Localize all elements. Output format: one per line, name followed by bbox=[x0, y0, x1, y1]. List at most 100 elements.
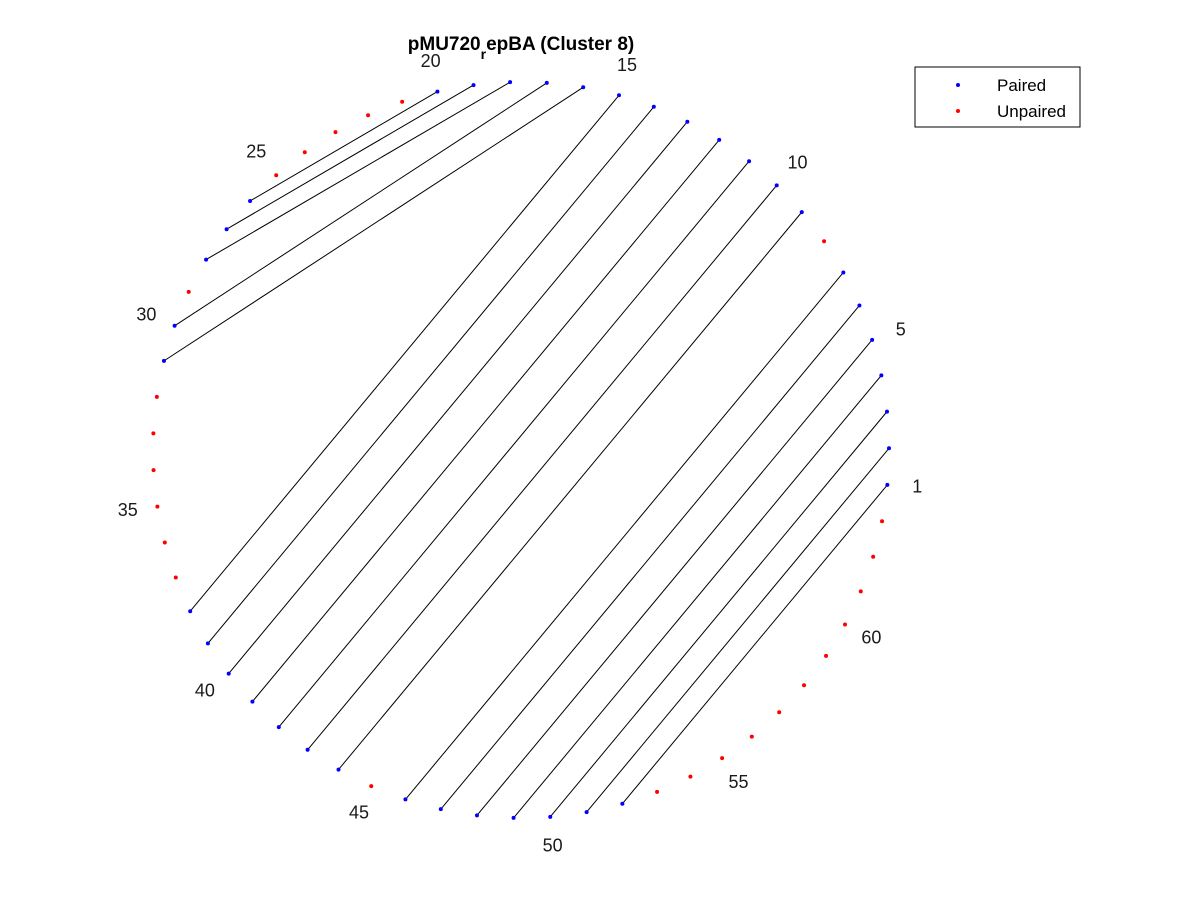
pair-link-16-31 bbox=[163, 86, 584, 362]
paired-point-12 bbox=[717, 137, 722, 142]
unpaired-point-24 bbox=[302, 150, 307, 155]
unpaired-point-61 bbox=[858, 589, 863, 594]
tick-label-55: 55 bbox=[728, 772, 748, 792]
pair-link-5-48 bbox=[476, 339, 873, 816]
pair-link-4-49 bbox=[513, 375, 882, 819]
pair-link-6-47 bbox=[440, 305, 860, 810]
paired-point-4 bbox=[879, 373, 884, 378]
paired-point-38 bbox=[188, 609, 193, 614]
legend-label-unpaired: Unpaired bbox=[997, 102, 1066, 121]
unpaired-point-23 bbox=[333, 130, 338, 135]
paired-point-39 bbox=[205, 641, 210, 646]
unpaired-point-58 bbox=[802, 683, 807, 688]
pair-link-18-28 bbox=[205, 81, 511, 261]
paired-point-28 bbox=[204, 257, 209, 262]
paired-point-41 bbox=[250, 699, 255, 704]
paired-point-17 bbox=[544, 80, 549, 85]
nucleotide-points bbox=[151, 80, 891, 820]
unpaired-point-55 bbox=[720, 756, 725, 761]
legend-marker-paired bbox=[956, 83, 960, 87]
paired-point-5 bbox=[870, 337, 875, 342]
paired-point-30 bbox=[172, 323, 177, 328]
paired-point-47 bbox=[438, 807, 443, 812]
unpaired-point-57 bbox=[777, 710, 782, 715]
unpaired-point-53 bbox=[655, 789, 660, 794]
tick-label-30: 30 bbox=[136, 304, 156, 324]
paired-point-7 bbox=[841, 270, 846, 275]
paired-point-9 bbox=[799, 210, 804, 215]
paired-point-40 bbox=[226, 671, 231, 676]
tick-label-5: 5 bbox=[896, 320, 906, 340]
unpaired-point-29 bbox=[186, 289, 191, 294]
tick-label-40: 40 bbox=[195, 681, 215, 701]
paired-point-51 bbox=[584, 810, 589, 815]
paired-point-15 bbox=[616, 93, 621, 98]
legend: Paired Unpaired bbox=[914, 66, 1081, 128]
paired-point-50 bbox=[548, 814, 553, 819]
unpaired-point-21 bbox=[400, 99, 405, 104]
tick-label-15: 15 bbox=[617, 55, 637, 75]
unpaired-point-63 bbox=[880, 519, 885, 524]
paired-point-2 bbox=[886, 446, 891, 451]
pair-link-7-46 bbox=[405, 272, 844, 800]
tick-label-35: 35 bbox=[118, 500, 138, 520]
unpaired-point-25 bbox=[274, 173, 279, 178]
tick-label-1: 1 bbox=[912, 477, 922, 497]
pair-link-17-30 bbox=[174, 82, 548, 327]
paired-point-3 bbox=[884, 409, 889, 414]
tick-label-45: 45 bbox=[349, 802, 369, 822]
pair-link-14-39 bbox=[207, 106, 655, 644]
paired-point-27 bbox=[224, 227, 229, 232]
tick-label-25: 25 bbox=[246, 142, 266, 162]
paired-point-11 bbox=[747, 159, 752, 164]
pair-link-3-50 bbox=[549, 411, 888, 818]
paired-point-20 bbox=[435, 89, 440, 94]
unpaired-point-56 bbox=[749, 734, 754, 739]
unpaired-point-34 bbox=[151, 468, 156, 473]
pair-link-15-38 bbox=[189, 94, 620, 612]
paired-point-43 bbox=[305, 747, 310, 752]
paired-point-1 bbox=[885, 482, 890, 487]
unpaired-point-33 bbox=[151, 431, 156, 436]
tick-label-10: 10 bbox=[788, 153, 808, 173]
paired-point-48 bbox=[474, 813, 479, 818]
pair-link-2-51 bbox=[586, 447, 890, 813]
paired-point-13 bbox=[685, 119, 690, 124]
chart-title-main: pMU720 bbox=[408, 34, 481, 55]
legend-marker-unpaired bbox=[956, 109, 960, 113]
tick-label-20: 20 bbox=[421, 51, 441, 71]
pair-link-1-52 bbox=[621, 484, 888, 805]
paired-point-52 bbox=[620, 801, 625, 806]
paired-point-49 bbox=[511, 815, 516, 820]
unpaired-point-22 bbox=[366, 113, 371, 118]
unpaired-point-45 bbox=[369, 784, 374, 789]
pair-link-13-40 bbox=[228, 121, 688, 674]
pair-link-10-43 bbox=[307, 185, 778, 751]
paired-point-44 bbox=[336, 767, 341, 772]
unpaired-point-32 bbox=[154, 394, 159, 399]
paired-point-14 bbox=[651, 104, 656, 109]
pair-link-9-44 bbox=[338, 211, 803, 770]
unpaired-point-60 bbox=[843, 622, 848, 627]
pair-link-19-27 bbox=[226, 84, 474, 230]
pair-links bbox=[163, 81, 890, 819]
pair-link-11-42 bbox=[278, 160, 750, 728]
paired-point-26 bbox=[248, 198, 253, 203]
paired-point-42 bbox=[276, 725, 281, 730]
pair-link-12-41 bbox=[252, 139, 720, 702]
legend-box bbox=[914, 66, 1081, 128]
unpaired-point-59 bbox=[824, 653, 829, 658]
tick-label-60: 60 bbox=[861, 627, 881, 647]
chart-title-subscript: r bbox=[481, 46, 487, 62]
chart-title-rest: epBA (Cluster 8) bbox=[486, 34, 634, 55]
unpaired-point-8 bbox=[822, 239, 827, 244]
unpaired-point-36 bbox=[162, 540, 167, 545]
paired-point-46 bbox=[403, 797, 408, 802]
unpaired-point-37 bbox=[173, 575, 178, 580]
paired-point-6 bbox=[857, 303, 862, 308]
unpaired-point-54 bbox=[688, 774, 693, 779]
paired-point-10 bbox=[774, 183, 779, 188]
unpaired-point-62 bbox=[871, 554, 876, 559]
paired-point-19 bbox=[471, 83, 476, 88]
